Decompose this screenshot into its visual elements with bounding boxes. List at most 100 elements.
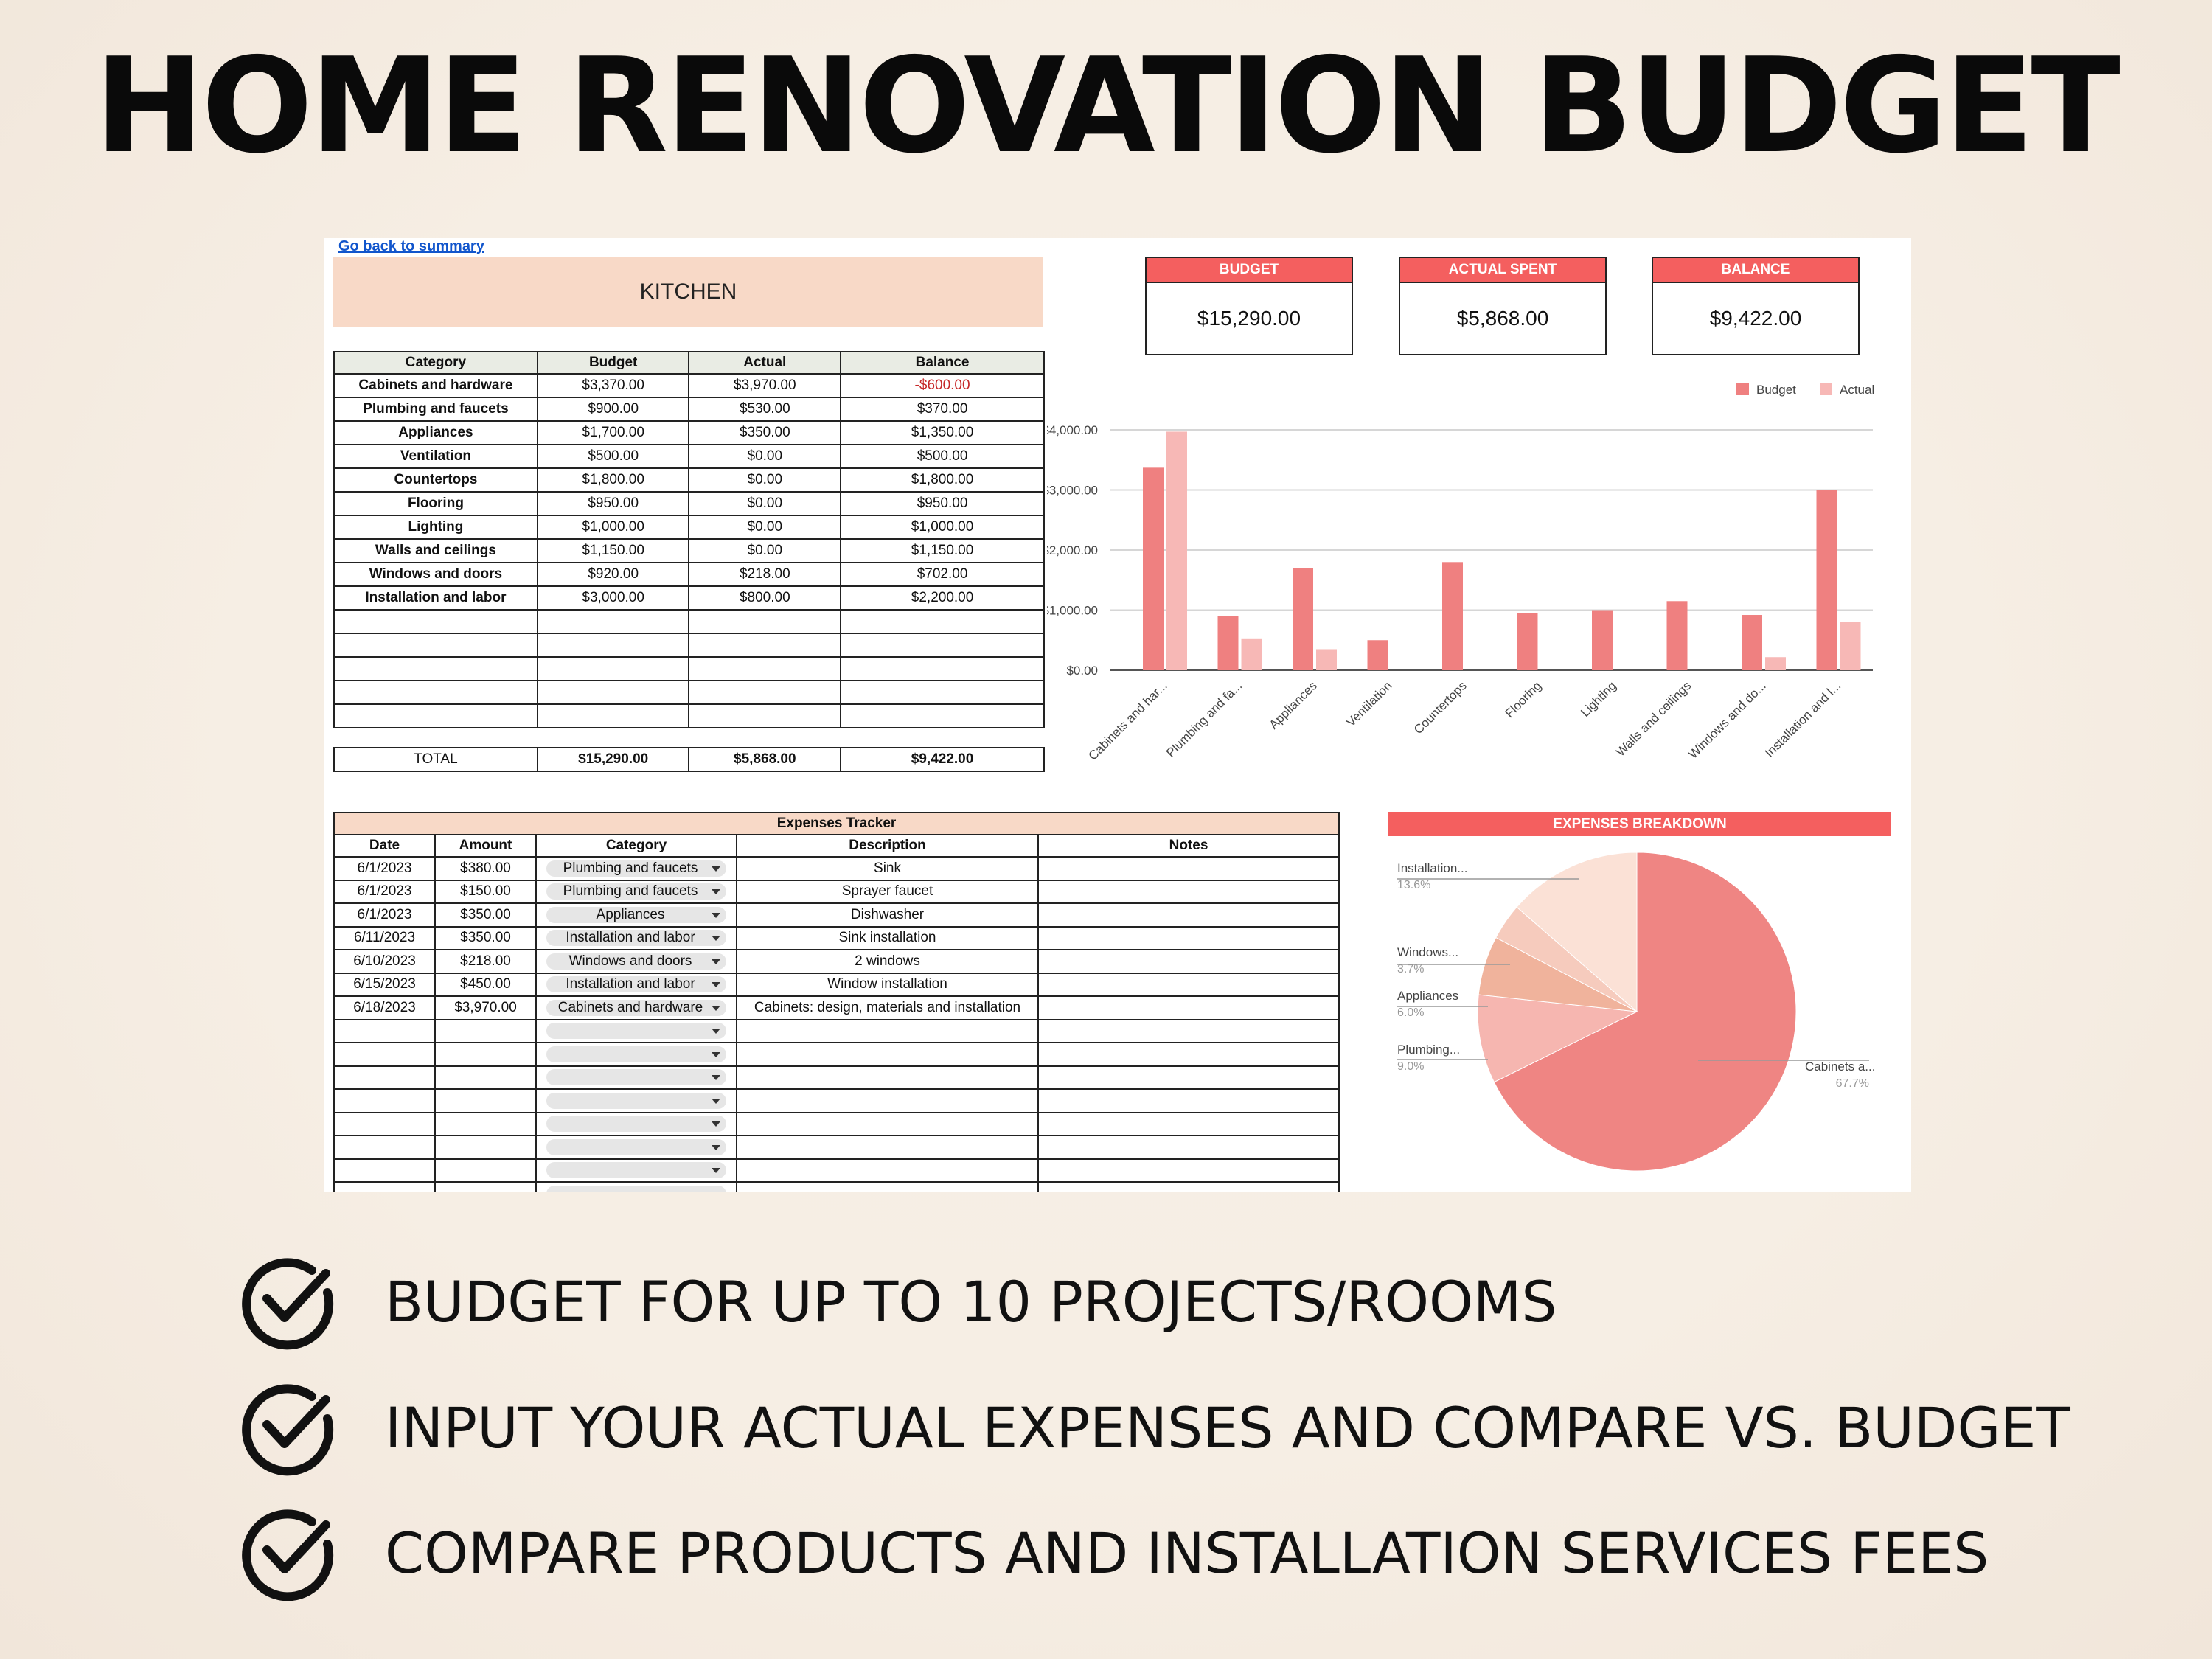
empty-row[interactable] (333, 656, 1045, 681)
cell-notes[interactable] (1037, 995, 1340, 1020)
cell-notes[interactable] (1037, 1181, 1340, 1192)
cell-category[interactable]: Flooring (333, 491, 538, 516)
cell-category[interactable]: Ventilation (333, 444, 538, 469)
cell-amount[interactable] (434, 1135, 537, 1160)
cell-category[interactable]: Walls and ceilings (333, 538, 538, 563)
cell-balance[interactable]: $1,350.00 (840, 420, 1045, 445)
cell-balance[interactable]: $2,200.00 (840, 585, 1045, 611)
empty-cell[interactable] (536, 609, 690, 634)
cell-category[interactable] (535, 1158, 737, 1183)
cell-notes[interactable] (1037, 1158, 1340, 1183)
cell-amount[interactable] (434, 1088, 537, 1113)
cell-description[interactable] (736, 1181, 1039, 1192)
category-dropdown[interactable]: Appliances (546, 906, 726, 923)
cell-budget[interactable]: $1,150.00 (536, 538, 690, 563)
cell-category[interactable] (535, 1065, 737, 1090)
cell-description[interactable] (736, 1088, 1039, 1113)
cell-balance[interactable]: $1,800.00 (840, 467, 1045, 493)
empty-row[interactable] (333, 680, 1045, 705)
cell-date[interactable]: 6/1/2023 (333, 879, 436, 904)
cell-budget[interactable]: $500.00 (536, 444, 690, 469)
empty-cell[interactable] (333, 656, 538, 681)
cell-category[interactable] (535, 1042, 737, 1067)
cell-budget[interactable]: $1,000.00 (536, 515, 690, 540)
cell-description[interactable]: Sprayer faucet (736, 879, 1039, 904)
category-dropdown[interactable] (546, 1046, 726, 1062)
cell-category[interactable]: Cabinets and hardware (535, 995, 737, 1020)
cell-date[interactable] (333, 1111, 436, 1136)
cell-notes[interactable] (1037, 1065, 1340, 1090)
cell-notes[interactable] (1037, 972, 1340, 997)
cell-date[interactable]: 6/11/2023 (333, 925, 436, 950)
empty-cell[interactable] (840, 680, 1045, 705)
empty-cell[interactable] (688, 633, 842, 658)
cell-notes[interactable] (1037, 1088, 1340, 1113)
cell-category[interactable] (535, 1181, 737, 1192)
cell-description[interactable]: Sink (736, 856, 1039, 881)
empty-cell[interactable] (333, 703, 538, 728)
cell-date[interactable]: 6/1/2023 (333, 856, 436, 881)
cell-budget[interactable]: $1,800.00 (536, 467, 690, 493)
category-dropdown[interactable] (546, 1023, 726, 1040)
category-dropdown[interactable]: Plumbing and faucets (546, 883, 726, 900)
cell-amount[interactable] (434, 1042, 537, 1067)
cell-notes[interactable] (1037, 925, 1340, 950)
empty-cell[interactable] (688, 703, 842, 728)
cell-category[interactable] (535, 1018, 737, 1043)
empty-cell[interactable] (536, 633, 690, 658)
category-dropdown[interactable]: Plumbing and faucets (546, 860, 726, 877)
cell-budget[interactable]: $900.00 (536, 397, 690, 422)
cell-amount[interactable]: $218.00 (434, 949, 537, 974)
cell-budget[interactable]: $3,000.00 (536, 585, 690, 611)
empty-cell[interactable] (840, 633, 1045, 658)
cell-amount[interactable] (434, 1018, 537, 1043)
back-to-summary-link[interactable]: Go back to summary (338, 238, 484, 254)
cell-balance[interactable]: $702.00 (840, 562, 1045, 587)
cell-notes[interactable] (1037, 1018, 1340, 1043)
cell-actual[interactable]: $350.00 (688, 420, 842, 445)
cell-category[interactable] (535, 1135, 737, 1160)
cell-description[interactable] (736, 1111, 1039, 1136)
category-dropdown[interactable] (546, 1116, 726, 1133)
cell-budget[interactable]: $3,370.00 (536, 373, 690, 398)
empty-row[interactable] (333, 633, 1045, 658)
cell-amount[interactable] (434, 1065, 537, 1090)
cell-balance[interactable]: -$600.00 (840, 373, 1045, 398)
empty-cell[interactable] (688, 680, 842, 705)
cell-budget[interactable]: $920.00 (536, 562, 690, 587)
cell-actual[interactable]: $800.00 (688, 585, 842, 611)
cell-actual[interactable]: $0.00 (688, 444, 842, 469)
cell-balance[interactable]: $370.00 (840, 397, 1045, 422)
empty-row[interactable] (333, 609, 1045, 634)
cell-category[interactable]: Windows and doors (333, 562, 538, 587)
cell-description[interactable] (736, 1135, 1039, 1160)
cell-description[interactable] (736, 1042, 1039, 1067)
empty-cell[interactable] (333, 633, 538, 658)
cell-actual[interactable]: $0.00 (688, 467, 842, 493)
empty-cell[interactable] (840, 703, 1045, 728)
empty-cell[interactable] (333, 680, 538, 705)
empty-cell[interactable] (333, 609, 538, 634)
category-dropdown[interactable] (546, 1185, 726, 1192)
cell-balance[interactable]: $500.00 (840, 444, 1045, 469)
category-dropdown[interactable] (546, 1138, 726, 1155)
cell-actual[interactable]: $3,970.00 (688, 373, 842, 398)
cell-actual[interactable]: $0.00 (688, 515, 842, 540)
empty-cell[interactable] (840, 656, 1045, 681)
cell-actual[interactable]: $0.00 (688, 491, 842, 516)
cell-category[interactable]: Plumbing and faucets (535, 856, 737, 881)
cell-amount[interactable] (434, 1181, 537, 1192)
cell-description[interactable]: Dishwasher (736, 902, 1039, 928)
cell-date[interactable]: 6/10/2023 (333, 949, 436, 974)
cell-amount[interactable]: $3,970.00 (434, 995, 537, 1020)
cell-notes[interactable] (1037, 1111, 1340, 1136)
cell-actual[interactable]: $218.00 (688, 562, 842, 587)
cell-category[interactable]: Appliances (333, 420, 538, 445)
empty-row[interactable] (333, 703, 1045, 728)
cell-notes[interactable] (1037, 879, 1340, 904)
cell-description[interactable]: 2 windows (736, 949, 1039, 974)
cell-amount[interactable] (434, 1111, 537, 1136)
category-dropdown[interactable]: Cabinets and hardware (546, 999, 726, 1016)
cell-category[interactable]: Lighting (333, 515, 538, 540)
cell-description[interactable]: Cabinets: design, materials and installa… (736, 995, 1039, 1020)
